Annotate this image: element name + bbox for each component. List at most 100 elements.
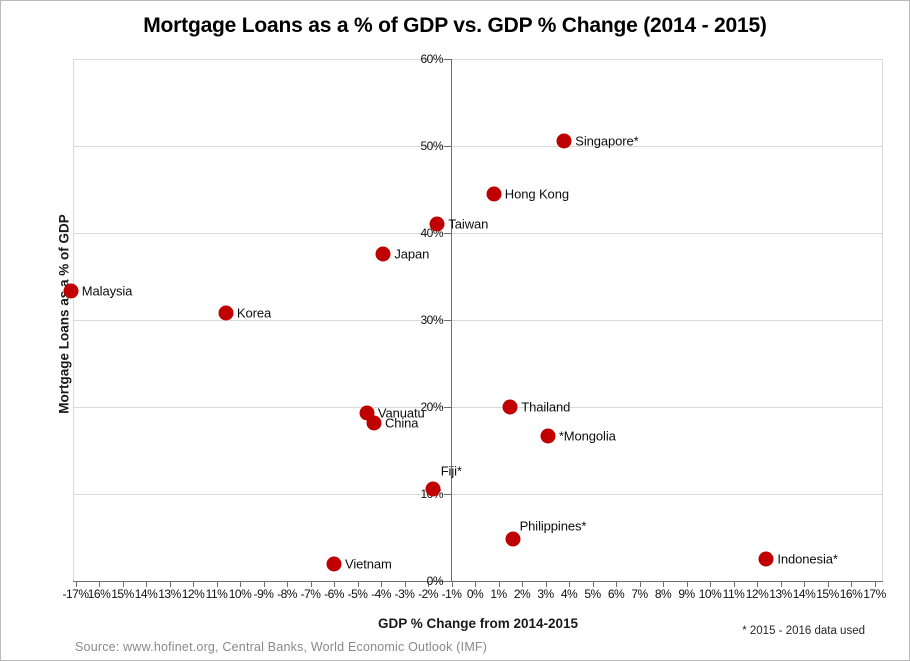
x-tick (475, 582, 476, 587)
data-point-singapore (556, 133, 572, 149)
chart-title: Mortgage Loans as a % of GDP vs. GDP % C… (143, 14, 767, 37)
x-tick (569, 582, 570, 587)
y-gridline-20 (73, 407, 882, 408)
data-point-philippines (505, 531, 521, 547)
x-tick (593, 582, 594, 587)
x-tick-label: 5% (584, 587, 601, 601)
x-tick (616, 582, 617, 587)
x-tick-label: 10% (228, 587, 252, 601)
footnote: * 2015 - 2016 data used (742, 625, 865, 637)
x-tick-label: 16% (87, 587, 111, 601)
x-tick (663, 582, 664, 587)
y-tick (444, 407, 451, 408)
x-tick-label: 15% (816, 587, 839, 601)
x-tick-label: -17% (62, 587, 89, 601)
y-tick-label: 50% (420, 139, 443, 153)
x-tick (734, 582, 735, 587)
x-tick-label: -6% (324, 587, 344, 601)
data-point-thailand (502, 399, 518, 415)
x-tick-label: 16% (839, 587, 863, 601)
x-tick-label: 0% (466, 587, 484, 601)
point-label-indonesia: Indonesia* (777, 551, 838, 567)
point-label-mongolia: *Mongolia (558, 428, 616, 444)
x-tick (381, 582, 382, 587)
x-tick-label: 12% (745, 587, 769, 601)
x-tick (76, 582, 77, 587)
y-tick-label: 30% (420, 313, 443, 327)
y-axis-line (451, 59, 452, 582)
x-tick-label: 10% (698, 587, 722, 601)
x-tick-label: 7% (631, 587, 648, 601)
data-point-indonesia (758, 551, 774, 567)
x-tick (287, 582, 288, 587)
x-tick (640, 582, 641, 587)
x-tick (193, 582, 194, 587)
x-tick-label: -5% (347, 587, 368, 601)
y-tick (444, 59, 451, 60)
point-label-japan: Japan (394, 246, 430, 262)
data-point-fiji (425, 481, 441, 497)
x-tick (522, 582, 523, 587)
data-point-vietnam (326, 556, 342, 572)
x-tick-label: 8% (654, 587, 672, 601)
y-tick (444, 320, 451, 321)
x-tick-label: 1% (490, 587, 507, 601)
y-axis-title: Mortgage Loans as a % of GDP (56, 214, 72, 414)
x-tick-label: -3% (394, 587, 415, 601)
x-tick (123, 582, 124, 587)
y-tick (444, 494, 451, 495)
x-tick (687, 582, 688, 587)
x-tick (217, 582, 218, 587)
x-tick (452, 582, 453, 587)
x-axis-title: GDP % Change from 2014-2015 (377, 616, 579, 631)
data-point-mongolia (540, 428, 556, 444)
point-label-hong-kong: Hong Kong (504, 186, 569, 202)
point-label-fiji: Fiji* (440, 463, 462, 479)
x-tick-label: 3% (537, 587, 554, 601)
x-tick-label: 11% (722, 587, 745, 601)
point-label-korea: Korea (236, 305, 272, 321)
x-tick (499, 582, 500, 587)
y-gridline-10 (73, 494, 882, 495)
x-tick (264, 582, 265, 587)
x-tick-label: 14% (792, 587, 816, 601)
x-tick (358, 582, 359, 587)
x-tick-label: 11% (205, 587, 228, 601)
y-tick (444, 233, 451, 234)
x-tick-label: 13% (769, 587, 792, 601)
x-tick (428, 582, 429, 587)
x-tick (405, 582, 406, 587)
data-point-korea (218, 305, 234, 321)
y-tick (444, 146, 451, 147)
x-tick (781, 582, 782, 587)
y-gridline-40 (73, 233, 882, 234)
y-tick-label: 0% (426, 574, 444, 588)
data-point-malaysia (63, 283, 79, 299)
x-tick-label: 17% (863, 587, 886, 601)
data-point-china (366, 415, 382, 431)
x-tick-label: -1% (441, 587, 462, 601)
x-tick-label: 15% (111, 587, 134, 601)
x-tick (828, 582, 829, 587)
x-tick-label: 2% (513, 587, 531, 601)
y-gridline-30 (73, 320, 882, 321)
point-label-philippines: Philippines* (519, 518, 587, 534)
x-tick-label: 14% (134, 587, 158, 601)
point-label-singapore: Singapore* (575, 133, 639, 149)
x-tick (170, 582, 171, 587)
x-tick (546, 582, 547, 587)
y-tick (444, 581, 451, 582)
x-tick (240, 582, 241, 587)
x-tick-label: -9% (253, 587, 274, 601)
point-label-china: China (384, 415, 419, 431)
x-tick-label: -8% (277, 587, 297, 601)
point-label-taiwan: Taiwan (448, 216, 489, 232)
x-tick (851, 582, 852, 587)
point-label-thailand: Thailand (521, 399, 571, 415)
data-point-hong-kong (486, 186, 502, 202)
point-label-vietnam: Vietnam (345, 556, 392, 572)
x-tick (875, 582, 876, 587)
x-tick-label: -2% (418, 587, 438, 601)
x-tick (311, 582, 312, 587)
